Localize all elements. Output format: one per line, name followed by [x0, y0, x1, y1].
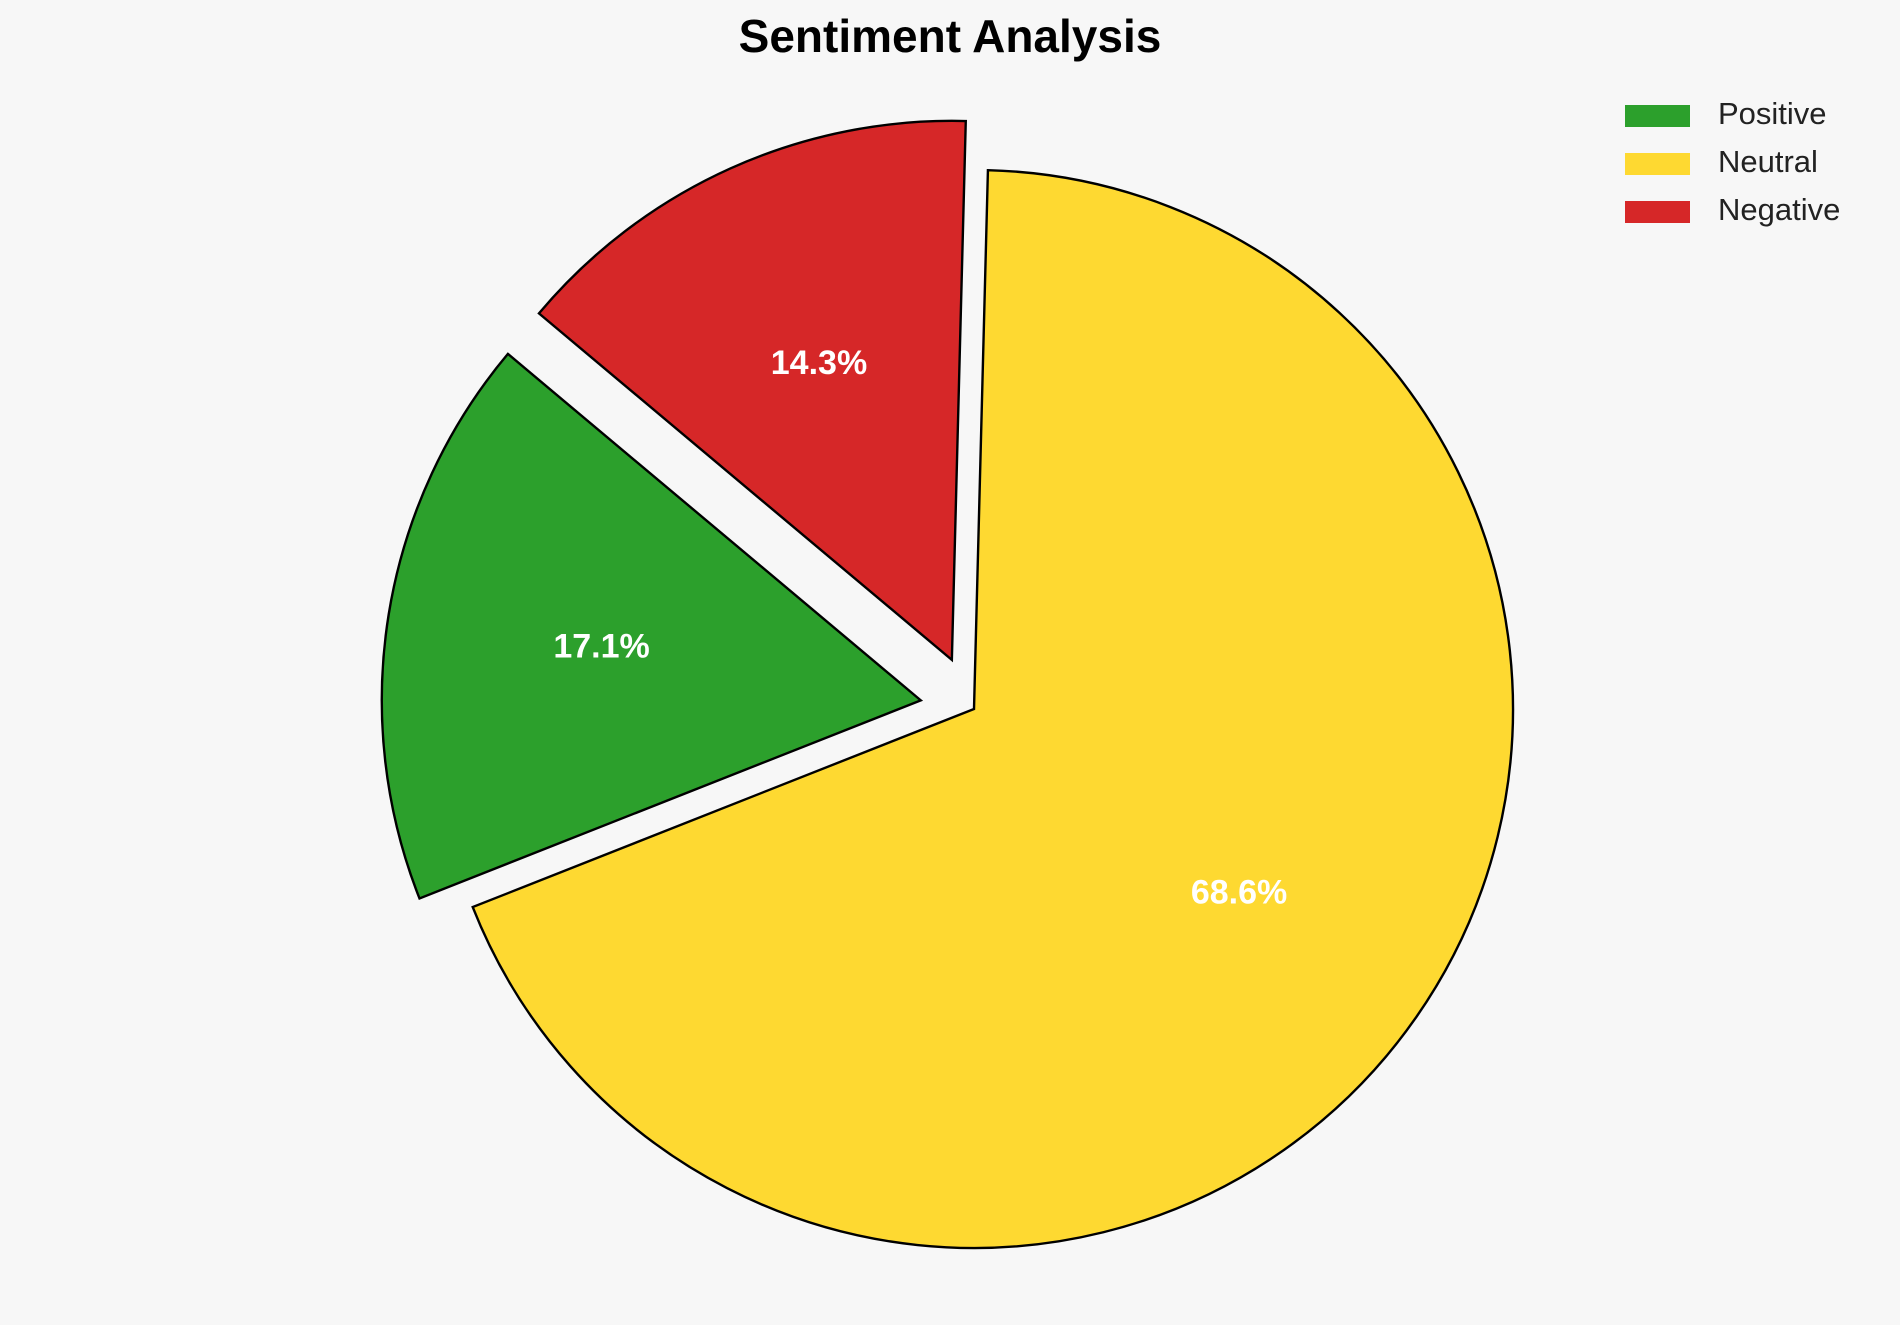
legend-label: Negative: [1718, 192, 1840, 227]
data-label: 17.1%: [553, 628, 649, 666]
legend-swatch: [1625, 201, 1690, 223]
pie-wedge: [380, 352, 924, 900]
legend-label: Positive: [1718, 96, 1827, 131]
legend-swatch: [1625, 153, 1690, 175]
data-label: 14.3%: [771, 344, 867, 382]
chart-title: Sentiment Analysis: [739, 10, 1162, 62]
pie-wedge: [471, 168, 1515, 1250]
data-label: 68.6%: [1191, 873, 1287, 911]
pie-wedge: [537, 119, 968, 663]
legend-label: Neutral: [1718, 144, 1818, 179]
legend-swatch: [1625, 105, 1690, 127]
